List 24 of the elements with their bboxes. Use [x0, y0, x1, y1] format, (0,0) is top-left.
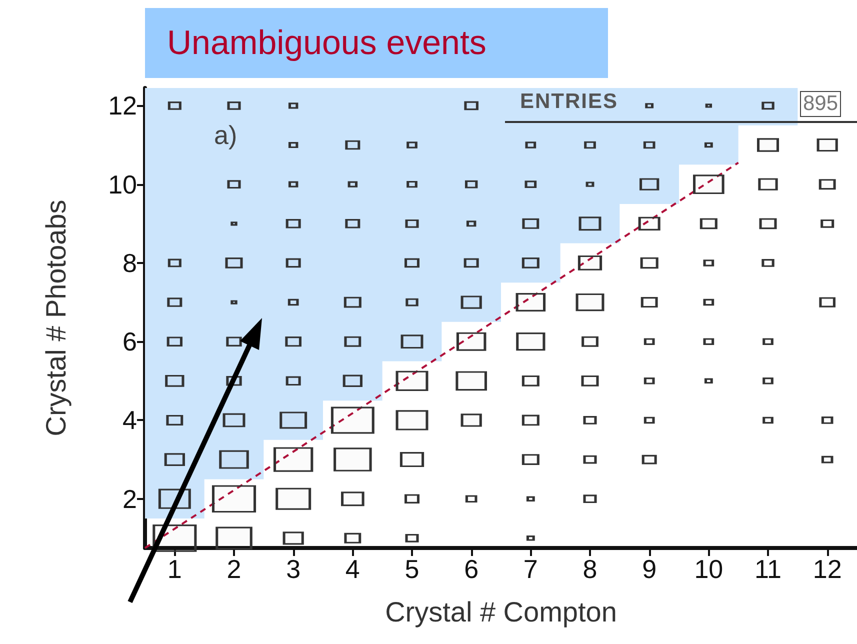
- x-axis-title: Crystal # Compton: [385, 596, 617, 628]
- y-tick-label: 8: [122, 248, 137, 278]
- x-tick-label: 12: [812, 554, 842, 584]
- x-tick-label: 2: [226, 554, 242, 584]
- y-tick-label: 4: [122, 405, 137, 436]
- x-tick-label: 3: [286, 554, 301, 584]
- y-axis-title: Crystal # Photoabs: [40, 200, 72, 436]
- x-tick-label: 1: [167, 554, 182, 584]
- annotation: 895: [800, 91, 842, 117]
- x-tick-label: 4: [345, 554, 360, 584]
- x-tick-label: 6: [464, 554, 479, 584]
- chart-title: Unambiguous events: [145, 8, 608, 78]
- y-tick-label: 6: [122, 326, 137, 357]
- y-tick-label: 12: [108, 90, 137, 121]
- x-tick-label: 10: [694, 554, 724, 584]
- x-tick-label: 9: [642, 554, 657, 584]
- y-tick-label: 2: [122, 484, 137, 514]
- y-tick-label: 10: [108, 169, 137, 200]
- x-tick-label: 5: [404, 554, 420, 584]
- annotation: a): [214, 120, 238, 151]
- annotation: ENTRIES: [520, 90, 618, 114]
- x-tick-label: 11: [754, 554, 782, 584]
- x-tick-label: 8: [582, 554, 598, 584]
- x-tick-label: 7: [523, 554, 538, 584]
